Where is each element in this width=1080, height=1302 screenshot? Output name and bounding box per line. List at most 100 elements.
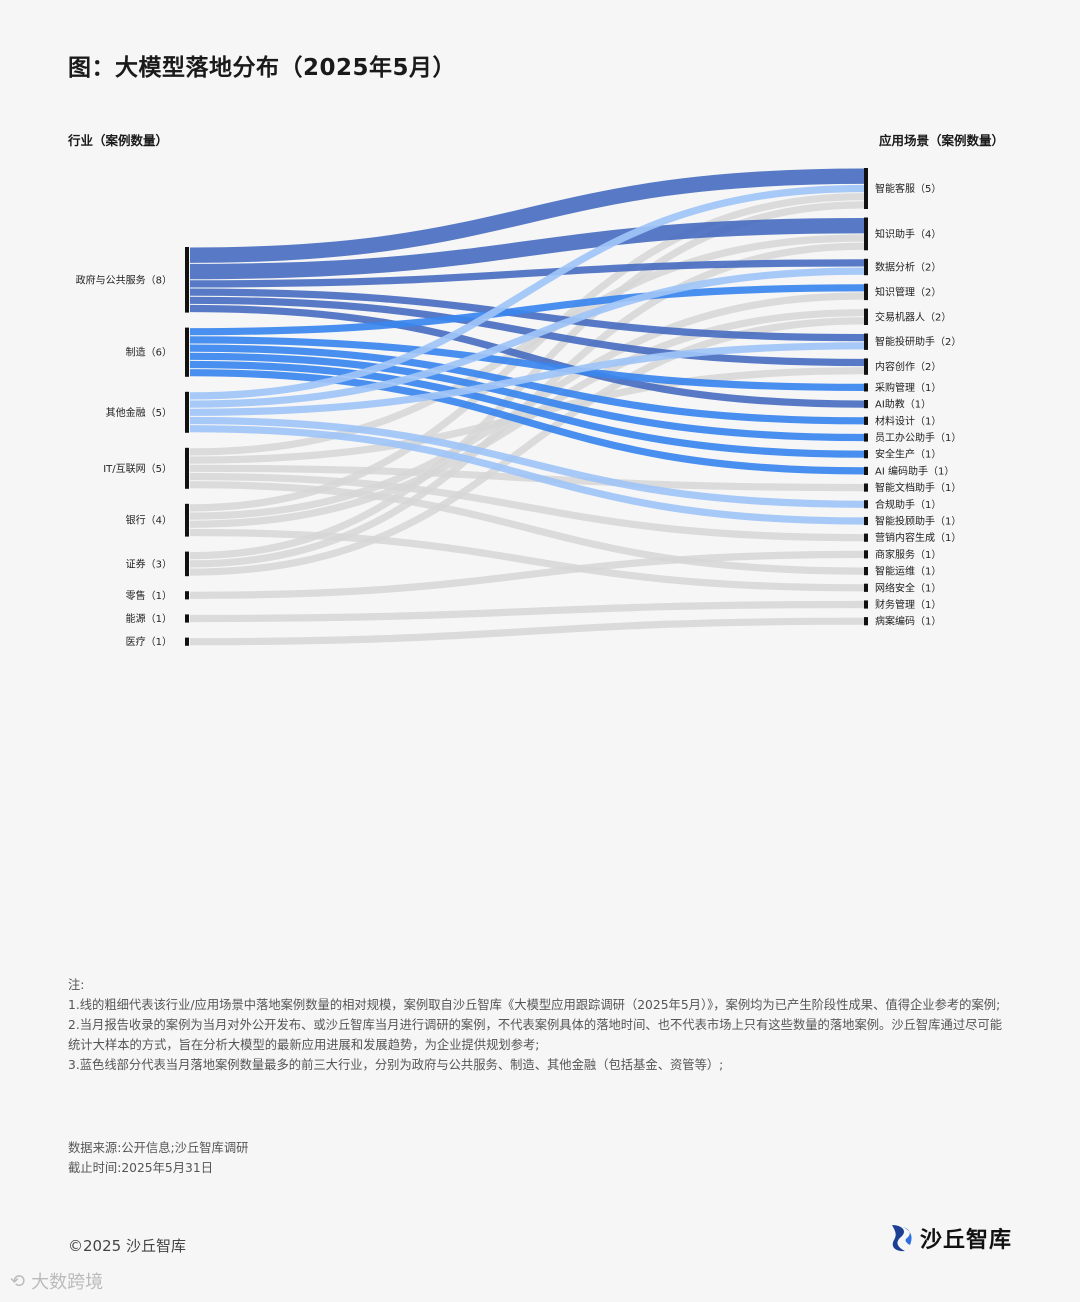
right-node-bar-ty (864, 333, 868, 350)
right-node-label-sj: 数据分析（2） (875, 261, 941, 274)
right-node-bar-cw (864, 600, 868, 609)
left-node-label-gov: 政府与公共服务（8） (76, 273, 172, 286)
right-node-bar-cg (864, 383, 868, 392)
right-node-bar-jy (864, 308, 868, 325)
link-fin-ty (189, 342, 865, 416)
sankey-chart: 政府与公共服务（8） 制造（6） 其他金融（5） IT/互联网（5） 银行（4） 证券（3… (76, 168, 961, 648)
right-node-bar-ba (864, 617, 868, 626)
right-node-bar-yx (864, 533, 868, 542)
left-node-label-sec: 证券（3） (126, 557, 172, 570)
right-node-bar-wd (864, 483, 868, 492)
link-gov-kf (189, 168, 865, 263)
watermark-text: 大数跨境 (31, 1272, 104, 1293)
right-node-label-yx: 营销内容生成（1） (875, 531, 961, 544)
left-node-bar-retail (185, 591, 189, 600)
right-column-header: 应用场景（案例数量） (878, 133, 1004, 148)
right-node-label-wd: 智能文档助手（1） (875, 481, 961, 494)
notes-section: 注: 1.线的粗细代表该行业/应用场景中落地案例数量的相对规模，案例取自沙丘智库… (68, 975, 1013, 1075)
sankey-links (189, 168, 865, 646)
right-node-label-yw: 智能运维（1） (875, 565, 941, 578)
left-node-label-it: IT/互联网（5） (103, 463, 172, 475)
left-nodes: 政府与公共服务（8） 制造（6） 其他金融（5） IT/互联网（5） 银行（4） 证券（3… (76, 247, 189, 648)
left-node-bar-energy (185, 614, 189, 623)
right-node-label-cl: 材料设计（1） (875, 414, 941, 427)
right-node-label-cg: 采购管理（1） (875, 381, 941, 394)
right-node-label-wl: 网络安全（1） (875, 581, 941, 594)
left-node-bar-bank (185, 503, 189, 537)
right-node-label-zs: 知识助手（4） (875, 227, 941, 240)
left-node-bar-med (185, 637, 189, 646)
left-node-bar-fin (185, 391, 189, 433)
link-mfg-yg (189, 352, 865, 442)
right-node-bar-bm (864, 466, 868, 475)
link-mfg-cg (189, 336, 865, 391)
right-node-bar-zg (864, 283, 868, 301)
source-section: 数据来源:公开信息;沙丘智库调研 截止时间:2025年5月31日 (68, 1138, 248, 1178)
right-node-bar-sj (864, 258, 868, 276)
right-node-label-bm: AI 编码助手（1） (875, 464, 954, 477)
right-node-bar-aq (864, 450, 868, 459)
right-node-bar-hg (864, 500, 868, 509)
right-node-bar-zs (864, 217, 868, 251)
link-it-yx (189, 472, 865, 542)
right-node-label-ty: 智能投研助手（2） (875, 335, 961, 348)
note-item-1: 1.线的粗细代表该行业/应用场景中落地案例数量的相对规模，案例取自沙丘智库《大模… (68, 998, 1001, 1012)
right-node-label-kf: 智能客服（5） (875, 182, 941, 195)
watermark-icon: ⟲ (10, 1270, 26, 1292)
right-node-bar-kf (864, 168, 868, 209)
right-node-bar-cl (864, 416, 868, 425)
left-node-bar-mfg (185, 327, 189, 377)
link-med-ba (189, 617, 865, 646)
link-gov-zs (189, 218, 865, 280)
left-node-label-retail: 零售（1） (126, 589, 172, 602)
link-retail-sw (189, 550, 865, 599)
notes-heading: 注: (68, 978, 85, 992)
right-node-label-yg: 员工办公助手（1） (875, 431, 961, 444)
link-mfg-aq (189, 360, 865, 458)
copyright: ©2025 沙丘智库 (68, 1237, 186, 1255)
right-nodes: 智能客服（5） 知识助手（4） 数据分析（2） 知识管理（2） 交易机器人（2） 智能投研… (864, 168, 961, 628)
link-bank-kf (189, 193, 865, 512)
left-column-header: 行业（案例数量） (68, 133, 169, 148)
note-item-3: 3.蓝色线部分代表当月落地案例数量最多的前三大行业，分别为政府与公共服务、制造、… (68, 1058, 724, 1072)
left-node-label-mfg: 制造（6） (126, 346, 172, 359)
link-gov-aj (189, 304, 865, 408)
left-node-bar-gov (185, 247, 189, 313)
link-gov-nr (189, 296, 865, 367)
left-node-label-fin: 其他金融（5） (106, 406, 172, 419)
link-fin-tg (189, 425, 865, 525)
right-node-label-zg: 知识管理（2） (875, 285, 941, 298)
link-gov-sj (189, 259, 865, 288)
link-energy-cw (189, 600, 865, 623)
right-node-label-tg: 智能投顾助手（1） (875, 515, 961, 528)
data-source: 数据来源:公开信息;沙丘智库调研 (68, 1141, 249, 1155)
link-it-zs (189, 234, 865, 456)
right-node-label-cw: 财务管理（1） (875, 598, 941, 611)
note-item-2: 2.当月报告收录的案例为当月对外公开发布、或沙丘智库当月进行调研的案例，不代表案… (68, 1018, 1003, 1052)
right-node-label-aj: AI助教（1） (875, 398, 931, 411)
link-fin-hg (189, 416, 865, 508)
link-gov-ty (189, 288, 865, 342)
left-node-bar-sec (185, 551, 189, 577)
right-node-label-jy: 交易机器人（2） (875, 310, 951, 323)
right-node-bar-yw (864, 567, 868, 576)
left-node-bar-it (185, 447, 189, 489)
link-fin-sj (189, 267, 865, 408)
chart-title: 图：大模型落地分布（2025年5月） (68, 55, 457, 81)
right-node-bar-sw (864, 550, 868, 559)
link-mfg-zg (189, 284, 865, 336)
right-node-bar-nr (864, 358, 868, 375)
left-node-label-med: 医疗（1） (126, 635, 172, 648)
brand-logo: 沙丘智库 (888, 1222, 1012, 1254)
right-node-bar-wl (864, 583, 868, 592)
right-node-label-sw: 商家服务（1） (875, 548, 941, 561)
right-node-bar-tg (864, 516, 868, 526)
right-node-label-hg: 合规助手（1） (875, 498, 941, 511)
link-mfg-bm (189, 369, 865, 475)
link-mfg-cl (189, 344, 865, 425)
brand-mark-icon (891, 1225, 912, 1252)
cutoff-date: 截止时间:2025年5月31日 (68, 1161, 213, 1175)
right-node-bar-yg (864, 433, 868, 442)
right-node-label-aq: 安全生产（1） (875, 448, 941, 461)
right-node-label-nr: 内容创作（2） (875, 360, 941, 373)
